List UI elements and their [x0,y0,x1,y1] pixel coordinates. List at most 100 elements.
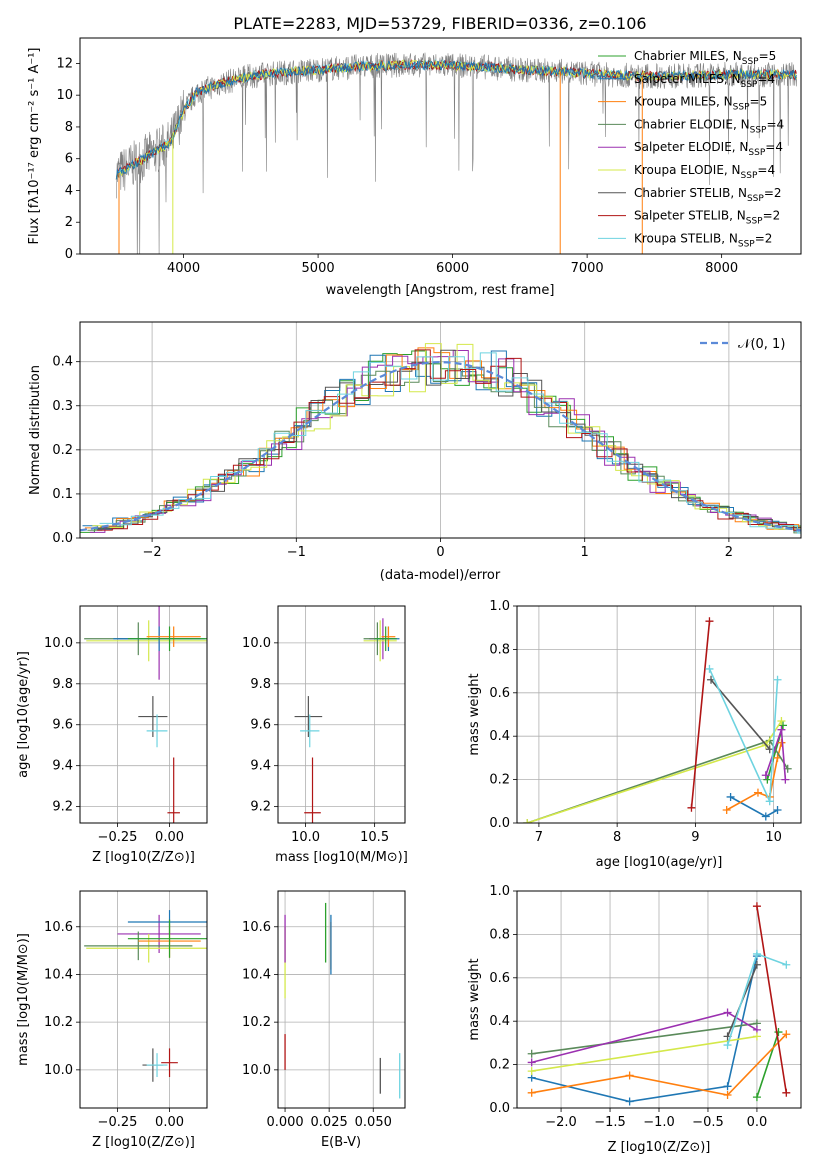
plus-marker [773,805,782,814]
plus-marker [761,812,770,821]
mass-weight-line [531,1035,758,1072]
mass-vs-ebv-panel: 0.000 0.025 0.050 10.0 10.2 10.4 10.6 E(B-V) [242,890,406,1150]
y-axis-label: Flux [fλ10⁻¹⁷ erg cm⁻² s⁻¹ A⁻¹] [27,48,42,245]
mass-weight-line [690,621,711,808]
legend-label: Kroupa ELODIE, NSSP=4 [634,163,775,181]
x-tick-label: 7000 [571,261,604,276]
y-tick-label: 0.4 [52,355,73,370]
x-tick-label: 0.0 [747,1115,768,1130]
plus-marker [625,1071,634,1080]
plus-marker [527,1088,536,1097]
plus-marker [782,1088,791,1097]
legend-label-rest: =4 [757,163,775,177]
axes-frame [79,890,208,1109]
y-tick-label: 10.4 [44,967,73,982]
plus-marker [752,1093,761,1102]
legend-subscript: SSP [748,148,765,158]
y-tick-label: 1.0 [489,884,510,899]
spectrum-panel: 4000 5000 6000 7000 8000 0 2 4 6 8 10 12 wavelength … [27,37,802,298]
mass-vs-metallicity-panel: −0.25 0.00 10.0 10.2 10.4 10.6 Z [log10(Z/Z⊙)]… [16,890,208,1150]
x-axis-label: Z [log10(Z/Z⊙)] [92,1135,195,1150]
observed-spectrum [116,52,797,254]
plus-marker [723,1082,732,1091]
plus-marker [527,1058,536,1067]
mass-weight-line [710,679,771,750]
residual-histogram-panel: −2 −1 0 1 2 0.0 0.1 0.2 0.3 0.4 𝒩(0, 1) (data-model… [28,321,802,583]
legend-label: 𝒩(0, 1) [738,337,785,352]
plus-marker [723,1090,732,1099]
x-axis-label: E(B-V) [321,1135,361,1150]
legend-label-rest: =5 [759,49,777,63]
legend-label-rest: =5 [750,95,768,109]
x-tick-label: −2.0 [545,1115,577,1130]
plot-area [294,618,400,823]
plot-area [84,606,207,823]
plot-area [523,617,792,823]
x-tick-label: 0 [436,545,444,560]
plus-marker [763,775,772,784]
legend-label: Salpeter ELODIE, NSSP=4 [634,140,783,158]
axes-frame [277,890,406,1109]
x-tick-label: 7 [535,830,543,845]
legend-label: Chabrier MILES, NSSP=5 [634,49,776,67]
y-tick-label: 0.1 [52,487,73,502]
legend-label-rest: =4 [765,140,783,154]
plus-marker [782,1030,791,1039]
plus-marker [687,803,696,812]
plus-marker [723,1008,732,1017]
plus-marker [777,725,786,734]
legend-label-rest: =2 [764,186,782,200]
x-axis-label: mass [log10(M/M⊙)] [275,850,408,865]
mass-weight-vs-metallicity-panel: −2.0 −1.5 −1.0 −0.5 0.0 0.0 0.2 0.4 0.6 0.8 1.0 Z [… [467,884,802,1155]
x-tick-label: 5000 [302,261,335,276]
y-tick-label: 6 [65,152,73,167]
model-spectrum [115,59,797,180]
plus-marker [527,1067,536,1076]
plus-marker [773,675,782,684]
y-tick-label: 10.0 [44,636,73,651]
mass-weight-line [531,1011,758,1064]
y-tick-label: 10.0 [242,636,271,651]
mass-weight-vs-age-panel: 7 8 9 10 0.0 0.2 0.4 0.6 0.8 1.0 age [log10(age/yr… [467,599,802,870]
y-tick-label: 0.0 [52,531,73,546]
y-axis-label: mass [log10(M/M⊙)] [16,933,31,1066]
legend-label: Chabrier ELODIE, NSSP=4 [634,117,784,135]
y-tick-label: 9.2 [250,800,271,815]
plus-marker [705,617,714,626]
x-tick-label: 10.5 [360,830,389,845]
x-tick-label: −0.25 [98,1115,138,1130]
axes-frame [79,321,802,539]
axes-frame [516,890,802,1109]
plus-marker [752,902,761,911]
plus-marker [722,805,731,814]
mass-weight-line [531,1022,758,1055]
x-tick-label: 1 [581,545,589,560]
y-tick-label: 9.8 [52,677,73,692]
plus-marker [781,775,790,784]
plus-marker [779,721,788,730]
plus-marker [726,792,735,801]
x-tick-label: −1 [287,545,306,560]
axes-frame [277,605,406,824]
age-vs-metallicity-panel: −0.25 0.00 9.2 9.4 9.6 9.8 10.0 Z [log10(Z/Z⊙)]… [16,605,208,865]
legend-label-rest: =4 [757,72,775,86]
y-axis-label: age [log10(age/yr)] [16,651,31,778]
normal-curve [80,360,801,532]
plus-marker [752,960,761,969]
x-tick-label: 6000 [436,261,469,276]
y-axis-label: mass weight [467,673,482,755]
x-tick-label: 9 [691,830,699,845]
y-tick-label: 0.2 [489,1058,510,1073]
x-tick-label: −1.5 [594,1115,626,1130]
y-tick-label: 10.4 [242,967,271,982]
y-tick-label: 9.6 [52,718,73,733]
plot-area [527,902,791,1106]
plus-marker [761,771,770,780]
x-axis-label: (data-model)/error [380,568,501,583]
y-axis-label: mass weight [467,958,482,1040]
y-tick-label: 10.6 [242,920,271,935]
mass-weight-line [756,1031,780,1098]
y-tick-label: 0.0 [489,816,510,831]
x-axis-label: wavelength [Angstrom, rest frame] [326,283,555,298]
